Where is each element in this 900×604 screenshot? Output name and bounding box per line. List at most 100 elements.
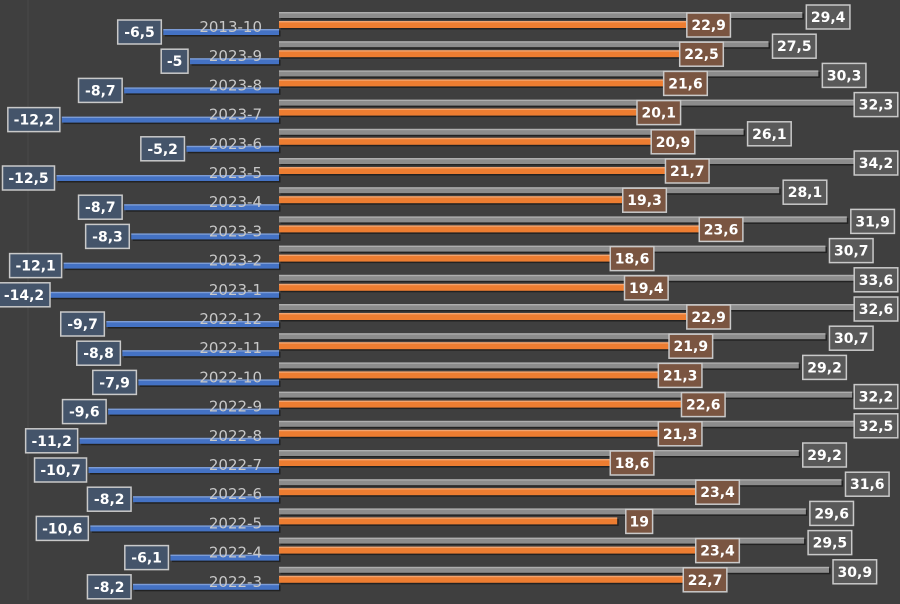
negative-bar-highlight: [138, 379, 279, 381]
gray-bar: [279, 537, 805, 544]
negative-data-label-text: -10,7: [40, 463, 80, 479]
gray-bar-highlight: [279, 391, 853, 393]
orange-bar: [279, 342, 669, 350]
negative-data-label-box: [140, 136, 186, 162]
gray-data-label-text: 33,6: [859, 273, 894, 289]
orange-data-label: 23,6: [698, 216, 744, 243]
negative-data-label: -14,2: [0, 282, 51, 308]
orange-data-label-text: 20,9: [656, 135, 691, 151]
orange-data-label-box: [650, 129, 696, 155]
negative-bar: [61, 116, 280, 123]
category-label: 2023-1: [209, 281, 262, 299]
gray-bar-highlight: [279, 450, 799, 452]
negative-data-label: -6,1: [124, 544, 170, 571]
orange-data-label-box: [686, 12, 732, 38]
orange-data-label-box: [657, 362, 703, 389]
gray-bar: [279, 274, 878, 281]
gray-data-label: 26,1: [746, 121, 792, 147]
negative-bar: [56, 175, 279, 181]
gray-data-label-text: 30,7: [834, 244, 869, 260]
negative-bar: [79, 437, 279, 444]
gray-bar: [279, 12, 803, 18]
orange-bar-highlight: [279, 21, 687, 23]
category-label: 2023-2: [209, 252, 262, 270]
negative-data-label: -9,7: [59, 311, 106, 337]
gray-data-label: 29,2: [802, 354, 848, 381]
negative-bar: [163, 29, 279, 35]
gray-bar: [279, 391, 853, 398]
negative-data-label-text: -8,7: [85, 200, 116, 216]
orange-bar-highlight: [279, 225, 700, 227]
orange-data-label-text: 19,4: [629, 281, 664, 297]
gray-data-label-text: 29,4: [811, 10, 846, 26]
negative-data-label-text: -6,5: [124, 25, 155, 41]
orange-bar-highlight: [279, 517, 618, 519]
orange-data-label: 23,4: [694, 479, 741, 505]
orange-data-label-box: [698, 216, 744, 243]
orange-data-label-box: [686, 304, 732, 330]
category-label: 2022-11: [199, 339, 262, 357]
gray-data-label: 30,9: [832, 559, 878, 585]
negative-data-label-box: [86, 574, 132, 600]
orange-data-label-box: [680, 391, 726, 418]
orange-data-label-box: [682, 567, 728, 593]
gray-data-label: 27,5: [771, 33, 817, 59]
orange-data-label: 21,7: [664, 158, 710, 184]
negative-bar: [122, 350, 279, 357]
gray-bar-highlight: [279, 245, 826, 247]
negative-data-label-box: [84, 223, 131, 250]
negative-data-label-text: -8,7: [85, 83, 116, 99]
negative-bar-highlight: [133, 496, 279, 498]
negative-bar-highlight: [108, 408, 280, 410]
negative-bar-highlight: [26, 291, 279, 294]
orange-bar: [279, 196, 623, 204]
orange-data-label-text: 22,7: [688, 573, 723, 589]
category-label: 2013-10: [199, 18, 262, 36]
gray-data-label-box: [746, 121, 792, 147]
negative-bar: [133, 496, 279, 503]
gray-data-label: 34,2: [853, 150, 899, 176]
orange-bar-highlight: [279, 575, 684, 578]
orange-data-label-box: [694, 479, 741, 505]
gray-data-label-text: 30,9: [838, 565, 873, 581]
gray-bar-highlight: [279, 508, 806, 510]
negative-data-label-text: -12,1: [15, 259, 55, 275]
orange-bar: [279, 225, 700, 233]
orange-data-label-box: [609, 450, 655, 476]
negative-bar: [90, 525, 279, 532]
negative-data-label-text: -8,3: [92, 229, 123, 245]
negative-data-label-box: [7, 106, 61, 133]
negative-bar: [124, 204, 279, 211]
gray-data-label: 31,9: [850, 208, 896, 235]
gray-bar: [279, 304, 860, 310]
negative-data-label-box: [0, 282, 51, 308]
negative-bar: [108, 408, 280, 415]
orange-data-label-text: 22,9: [691, 310, 726, 326]
category-label: 2023-5: [209, 164, 262, 182]
negative-bar: [63, 262, 280, 269]
gray-data-label-box: [853, 91, 899, 118]
gray-bar: [279, 187, 780, 194]
negative-data-label-box: [77, 194, 123, 220]
negative-bar-highlight: [56, 175, 279, 177]
orange-data-label: 20,1: [636, 99, 682, 126]
gray-data-label: 33,6: [853, 267, 899, 293]
gray-data-label-box: [771, 33, 817, 59]
orange-bar-highlight: [279, 196, 623, 198]
orange-data-label: 19,3: [621, 187, 668, 213]
gray-bar: [279, 70, 819, 77]
negative-bar-highlight: [186, 145, 279, 148]
negative-bar-highlight: [122, 350, 279, 352]
negative-data-label: -10,7: [33, 457, 88, 483]
negative-data-label: -12,5: [1, 165, 56, 191]
negative-data-label: -6,5: [116, 19, 163, 45]
orange-bar-highlight: [279, 459, 611, 461]
gray-bar-highlight: [279, 333, 826, 335]
gray-data-label-box: [828, 237, 874, 264]
negative-data-label-text: -6,1: [131, 551, 162, 567]
orange-bar: [279, 488, 696, 496]
gray-bar-highlight: [279, 566, 830, 569]
gray-data-label-box: [802, 442, 848, 468]
negative-data-label: -5,2: [140, 136, 186, 162]
gray-bar-highlight: [279, 479, 842, 481]
